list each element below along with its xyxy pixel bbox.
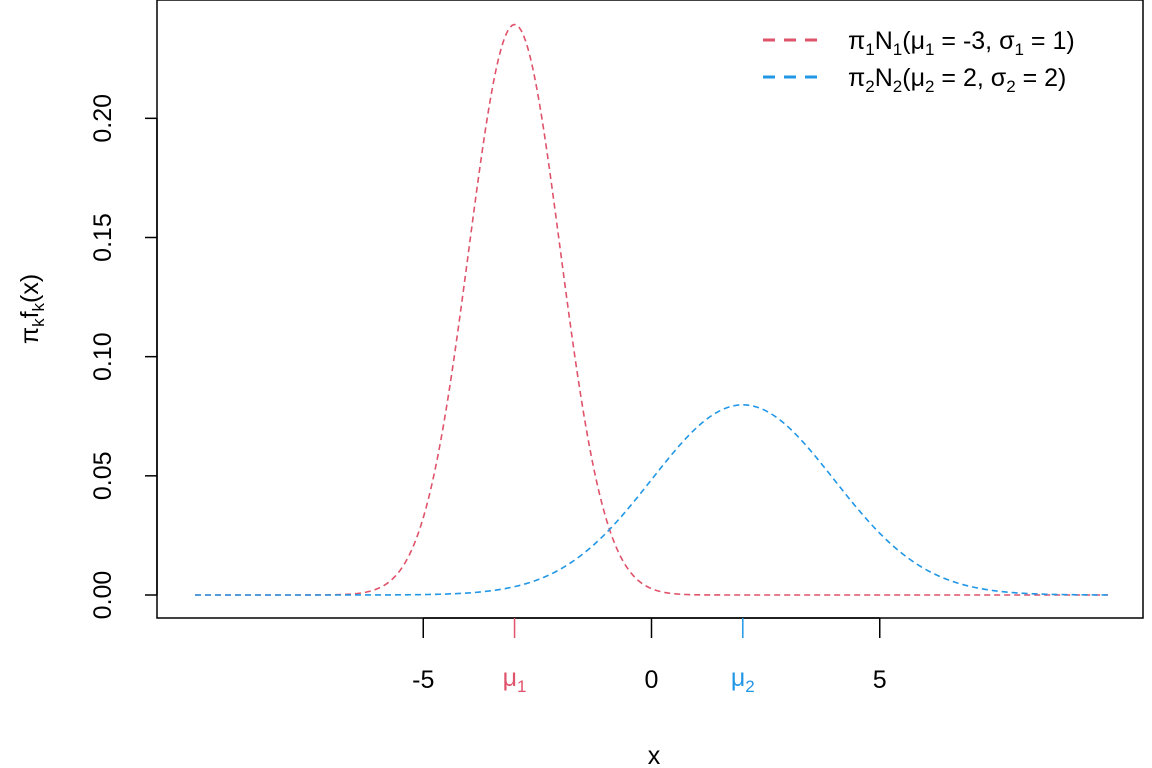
y-axis-title-sub1: k: [29, 318, 48, 327]
x-tick-label: 0: [645, 666, 659, 694]
y-tick-label: 0.10: [89, 332, 117, 381]
mean-markers: μ1 μ2: [503, 618, 755, 696]
series-line-1: [195, 23, 1108, 596]
x-tick-label: 5: [873, 666, 887, 694]
y-tick-label: 0.20: [89, 94, 117, 143]
y-axis-title-tail: (x): [16, 274, 44, 303]
y-axis-title: πkfk(x): [16, 274, 48, 344]
legend-entry-2: π2N2(μ2 = 2, σ2 = 2): [848, 64, 1066, 96]
y-axis-title-sub2: k: [29, 302, 48, 311]
x-axis: -5 0 5: [412, 617, 887, 694]
plot-area-border: [156, 0, 1144, 619]
series-lines: [195, 23, 1109, 596]
x-axis-title: x: [648, 742, 661, 768]
mean-marker-label-2: μ2: [731, 664, 755, 696]
y-axis-title-f: f: [16, 311, 44, 318]
mean-marker-label-1: μ1: [503, 664, 527, 696]
y-tick-label: 0.15: [89, 213, 117, 262]
x-tick-label: -5: [412, 666, 434, 694]
series-line-2: [195, 404, 1109, 596]
y-tick-label: 0.05: [89, 451, 117, 500]
y-axis: 0.00 0.05 0.10 0.15 0.20: [89, 94, 158, 620]
legend: π1N1(μ1 = -3, σ1 = 1) π2N2(μ2 = 2, σ2 = …: [763, 27, 1075, 96]
legend-entry-1: π1N1(μ1 = -3, σ1 = 1): [848, 27, 1075, 59]
y-axis-title-pi: π: [16, 327, 44, 344]
y-tick-label: 0.00: [89, 571, 117, 620]
